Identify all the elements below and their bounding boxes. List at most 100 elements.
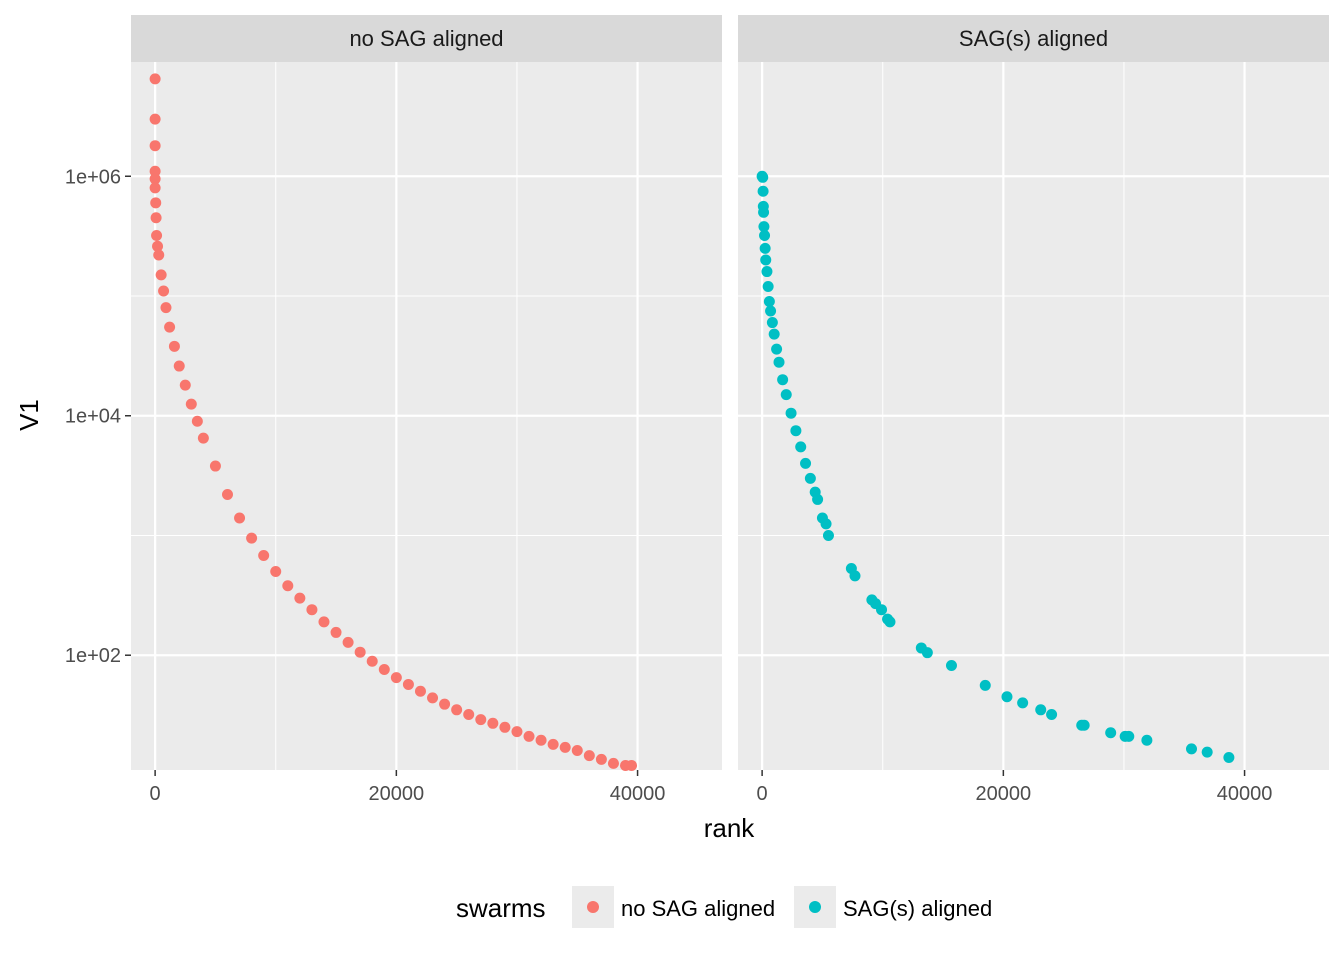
data-point (151, 230, 163, 242)
data-point (427, 692, 439, 704)
data-point (282, 580, 294, 592)
data-point (921, 647, 933, 659)
data-point (523, 730, 535, 742)
data-point (559, 741, 571, 753)
data-point (768, 328, 780, 340)
data-point (366, 655, 378, 667)
data-point (766, 317, 778, 329)
data-point (158, 285, 170, 297)
data-point (149, 182, 161, 194)
x-tick-label: 20000 (976, 783, 1032, 805)
data-point (342, 636, 354, 648)
data-point (354, 646, 366, 658)
facet-panels: no SAG aligned SAG(s) aligned (131, 15, 1329, 771)
data-point (759, 242, 771, 254)
legend-label-sag: SAG(s) aligned (843, 896, 992, 921)
data-point (475, 714, 487, 726)
data-point (760, 254, 772, 266)
data-point (979, 679, 991, 691)
data-point (849, 570, 861, 582)
data-point (780, 389, 792, 401)
data-point (626, 759, 638, 771)
data-point (173, 360, 185, 372)
facet-strip (131, 15, 722, 62)
facet-panel-1: SAG(s) aligned (738, 15, 1329, 770)
data-point (439, 698, 451, 710)
data-point (246, 532, 258, 544)
y-axis: 1e+02 1e+04 1e+06 (65, 166, 131, 667)
data-point (822, 529, 834, 541)
data-point (150, 212, 162, 224)
data-point (402, 678, 414, 690)
data-point (1141, 734, 1153, 746)
data-point (179, 379, 191, 391)
facet-panel-0: no SAG aligned (131, 15, 722, 771)
data-point (258, 550, 270, 562)
y-tick-label: 1e+02 (65, 645, 121, 667)
data-point (270, 566, 282, 578)
data-point (306, 604, 318, 616)
series-1-points (756, 170, 1235, 763)
x-tick-label: 40000 (1217, 783, 1273, 805)
data-point (1001, 691, 1013, 703)
legend-title: swarms (456, 893, 546, 923)
y-tick-label: 1e+04 (65, 406, 121, 428)
data-point (168, 340, 180, 352)
data-point (487, 717, 499, 729)
data-point (221, 488, 233, 500)
data-point (1123, 730, 1135, 742)
data-point (209, 460, 221, 472)
facet-strip-label: no SAG aligned (349, 26, 503, 51)
data-point (318, 616, 330, 628)
data-point (762, 281, 774, 293)
data-point (197, 432, 209, 444)
data-point (876, 604, 888, 616)
data-point (1201, 746, 1213, 758)
data-point (160, 302, 172, 314)
data-point (164, 321, 176, 333)
data-point (607, 757, 619, 769)
data-point (757, 171, 769, 183)
legend-label-no-sag: no SAG aligned (621, 896, 775, 921)
data-point (1017, 697, 1029, 709)
data-point (758, 206, 770, 218)
data-point (294, 592, 306, 604)
data-point (1035, 704, 1047, 716)
data-point (149, 165, 161, 177)
data-point (777, 374, 789, 386)
facet-strip-label: SAG(s) aligned (959, 26, 1108, 51)
data-point (155, 269, 167, 281)
data-point (761, 266, 773, 278)
data-point (149, 140, 161, 152)
x-axis: 0 20000 40000 0 20000 40000 (150, 770, 1273, 805)
data-point (758, 221, 770, 233)
data-point (547, 738, 559, 750)
data-point (1186, 743, 1197, 755)
data-point (785, 407, 797, 419)
data-point (150, 197, 162, 209)
data-point (812, 493, 824, 505)
data-point (1223, 751, 1235, 763)
data-point (535, 734, 547, 746)
data-point (790, 425, 802, 437)
legend-marker-sag (809, 901, 821, 913)
data-point (884, 616, 896, 628)
data-point (390, 672, 402, 684)
x-tick-label: 0 (150, 783, 161, 805)
data-point (185, 398, 197, 410)
data-point (1105, 727, 1117, 739)
data-point (757, 185, 769, 197)
x-axis-title: rank (704, 813, 756, 843)
x-tick-label: 20000 (369, 783, 425, 805)
data-point (499, 721, 511, 733)
data-point (595, 753, 607, 765)
y-axis-title: V1 (14, 399, 44, 431)
data-point (945, 660, 957, 672)
data-point (763, 295, 775, 307)
data-point (800, 457, 812, 469)
data-point (451, 704, 463, 716)
data-point (153, 249, 165, 261)
data-point (773, 356, 785, 368)
data-point (149, 73, 161, 85)
